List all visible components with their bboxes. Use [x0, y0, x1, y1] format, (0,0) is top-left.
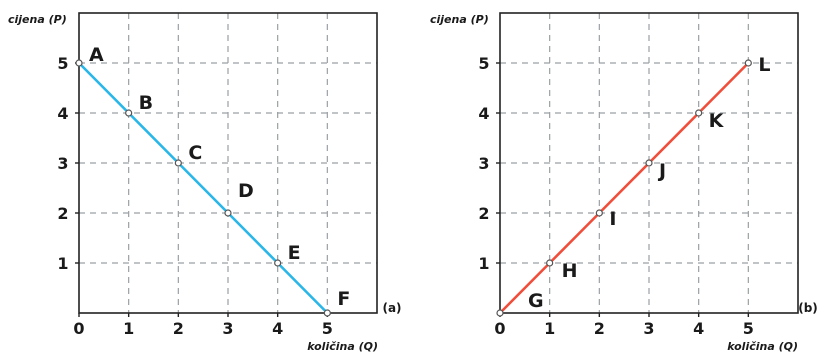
y-tick-label: 2 [57, 204, 68, 223]
y-tick-label: 3 [57, 154, 68, 173]
point-label-d: D [238, 180, 254, 202]
x-axis-label: količina (Q) [727, 340, 798, 353]
data-point-f [323, 309, 331, 317]
x-tick-label: 3 [222, 319, 233, 338]
x-tick-label: 4 [272, 319, 283, 338]
data-point-b [125, 109, 133, 117]
y-tick-label: 3 [478, 154, 489, 173]
point-label-j: J [657, 160, 666, 182]
series-line [498, 61, 750, 315]
y-tick-label: 5 [57, 54, 68, 73]
x-axis-label: količina (Q) [307, 340, 378, 353]
y-axis-label: cijena (P) [430, 13, 489, 26]
series-line [77, 61, 329, 315]
y-axis-label: cijena (P) [8, 13, 67, 26]
data-point-c [174, 159, 182, 167]
x-tick-label: 2 [173, 319, 184, 338]
data-point-l [744, 59, 752, 67]
point-label-h: H [562, 260, 578, 282]
data-point-k [695, 109, 703, 117]
point-label-b: B [139, 92, 153, 114]
y-tick-label: 5 [478, 54, 489, 73]
x-tick-label: 1 [544, 319, 555, 338]
point-label-a: A [89, 44, 104, 66]
point-label-g: G [528, 290, 544, 312]
x-tick-label: 0 [494, 319, 505, 338]
x-tick-label: 4 [693, 319, 704, 338]
point-label-k: K [709, 110, 725, 132]
x-tick-label: 5 [743, 319, 754, 338]
point-label-e: E [288, 242, 301, 264]
y-tick-label: 1 [478, 254, 489, 273]
point-label-c: C [188, 142, 202, 164]
data-point-i [595, 209, 603, 217]
point-label-f: F [337, 288, 350, 310]
x-tick-label: 0 [73, 319, 84, 338]
y-tick-label: 2 [478, 204, 489, 223]
data-point-g [496, 309, 504, 317]
y-tick-label: 1 [57, 254, 68, 273]
point-label-i: I [609, 208, 616, 230]
data-point-a [75, 59, 83, 67]
data-point-d [224, 209, 232, 217]
data-point-j [645, 159, 653, 167]
panel-label: (a) [382, 301, 401, 315]
x-tick-label: 2 [594, 319, 605, 338]
panel-label: (b) [798, 301, 818, 315]
data-point-e [274, 259, 282, 267]
chart-panel-a: 0 1 2 3 4 5 1 2 3 4 5 cijena (P) količina (Q) (a) A B C D… [8, 12, 402, 353]
point-label-l: L [758, 54, 770, 76]
chart-panel-b: 0 1 2 3 4 5 1 2 3 4 5 cijena (P) količina (Q) (b) GH I J… [430, 12, 818, 353]
y-tick-label: 4 [57, 104, 68, 123]
x-tick-label: 3 [643, 319, 654, 338]
x-tick-label: 1 [123, 319, 134, 338]
y-tick-label: 4 [478, 104, 489, 123]
data-point-h [546, 259, 554, 267]
x-tick-label: 5 [322, 319, 333, 338]
